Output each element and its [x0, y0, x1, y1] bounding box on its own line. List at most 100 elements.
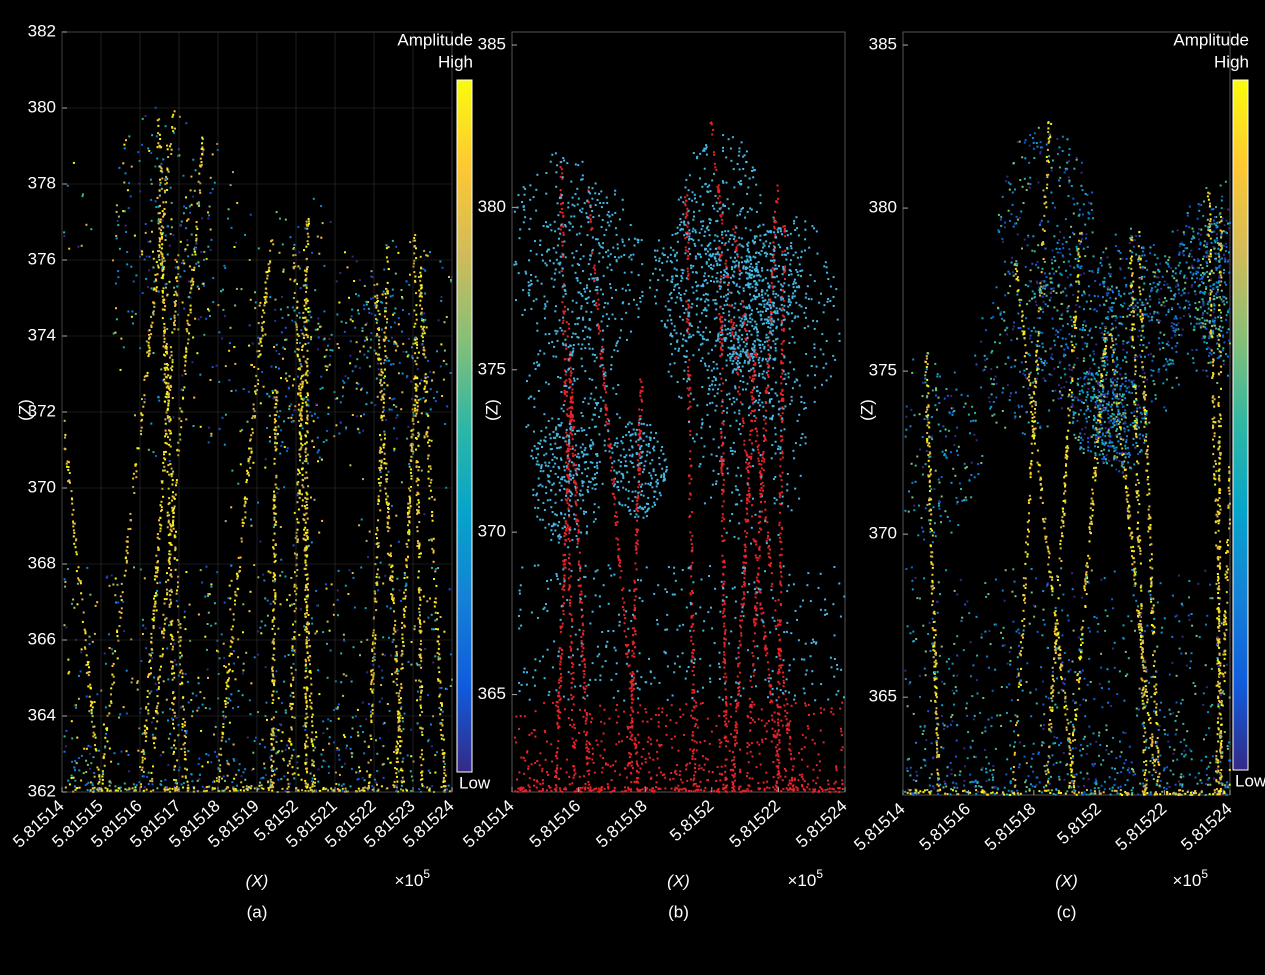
point [183, 356, 185, 358]
point [553, 346, 555, 348]
point [145, 706, 147, 708]
point [415, 449, 417, 451]
point [565, 374, 567, 376]
point [186, 330, 188, 332]
point [551, 341, 553, 343]
point [221, 778, 223, 780]
point [280, 445, 282, 447]
point [159, 669, 161, 671]
point [572, 765, 574, 767]
point [383, 415, 385, 417]
point [304, 729, 306, 731]
point [131, 166, 133, 168]
point [278, 697, 280, 699]
point [403, 616, 405, 618]
point [420, 267, 422, 269]
point [158, 218, 160, 220]
point [71, 775, 73, 777]
point [417, 499, 419, 501]
point [402, 343, 404, 345]
point [307, 374, 309, 376]
point [376, 584, 378, 586]
point [105, 706, 107, 708]
point [210, 379, 212, 381]
point [338, 433, 340, 435]
point [306, 329, 308, 331]
point [336, 749, 338, 751]
point [398, 695, 400, 697]
point [434, 655, 436, 657]
point [185, 196, 187, 198]
point [564, 310, 566, 312]
point [344, 736, 346, 738]
point [274, 458, 276, 460]
point [234, 603, 236, 605]
point [183, 262, 185, 264]
point [223, 265, 225, 267]
point [73, 532, 75, 534]
point [360, 725, 362, 727]
point [534, 240, 536, 242]
point [323, 310, 325, 312]
point [275, 752, 277, 754]
point [67, 185, 69, 187]
point [418, 352, 420, 354]
point [410, 443, 412, 445]
point [311, 721, 313, 723]
point [525, 273, 527, 275]
point [154, 595, 156, 597]
point [82, 621, 84, 623]
point [292, 773, 294, 775]
point [636, 568, 638, 570]
point [344, 251, 346, 253]
point [91, 782, 93, 784]
point [136, 470, 138, 472]
point [158, 682, 160, 684]
point [162, 219, 164, 221]
point [170, 634, 172, 636]
point [228, 379, 230, 381]
point [187, 781, 189, 783]
point [310, 693, 312, 695]
point [145, 736, 147, 738]
point [370, 339, 372, 341]
point [383, 377, 385, 379]
point [315, 590, 317, 592]
point [275, 554, 277, 556]
point [424, 270, 426, 272]
point [320, 388, 322, 390]
point [205, 753, 207, 755]
point [306, 713, 308, 715]
point [147, 372, 149, 374]
point [407, 512, 409, 514]
point [420, 599, 422, 601]
point [253, 366, 255, 368]
point [311, 702, 313, 704]
point [169, 460, 171, 462]
point [104, 765, 106, 767]
point [162, 648, 164, 650]
point [293, 378, 295, 380]
point [145, 719, 147, 721]
point [314, 289, 316, 291]
point [388, 340, 390, 342]
point [147, 241, 149, 243]
point [187, 790, 189, 792]
point [146, 789, 148, 791]
point [71, 497, 73, 499]
point [264, 746, 266, 748]
point [147, 703, 149, 705]
point [533, 300, 535, 302]
point [305, 396, 307, 398]
point [160, 754, 162, 756]
point [370, 735, 372, 737]
point [154, 578, 156, 580]
point [271, 765, 273, 767]
point [192, 710, 194, 712]
point [323, 441, 325, 443]
point [303, 249, 305, 251]
point [90, 228, 92, 230]
point [273, 782, 275, 784]
point [230, 506, 232, 508]
point [311, 440, 313, 442]
